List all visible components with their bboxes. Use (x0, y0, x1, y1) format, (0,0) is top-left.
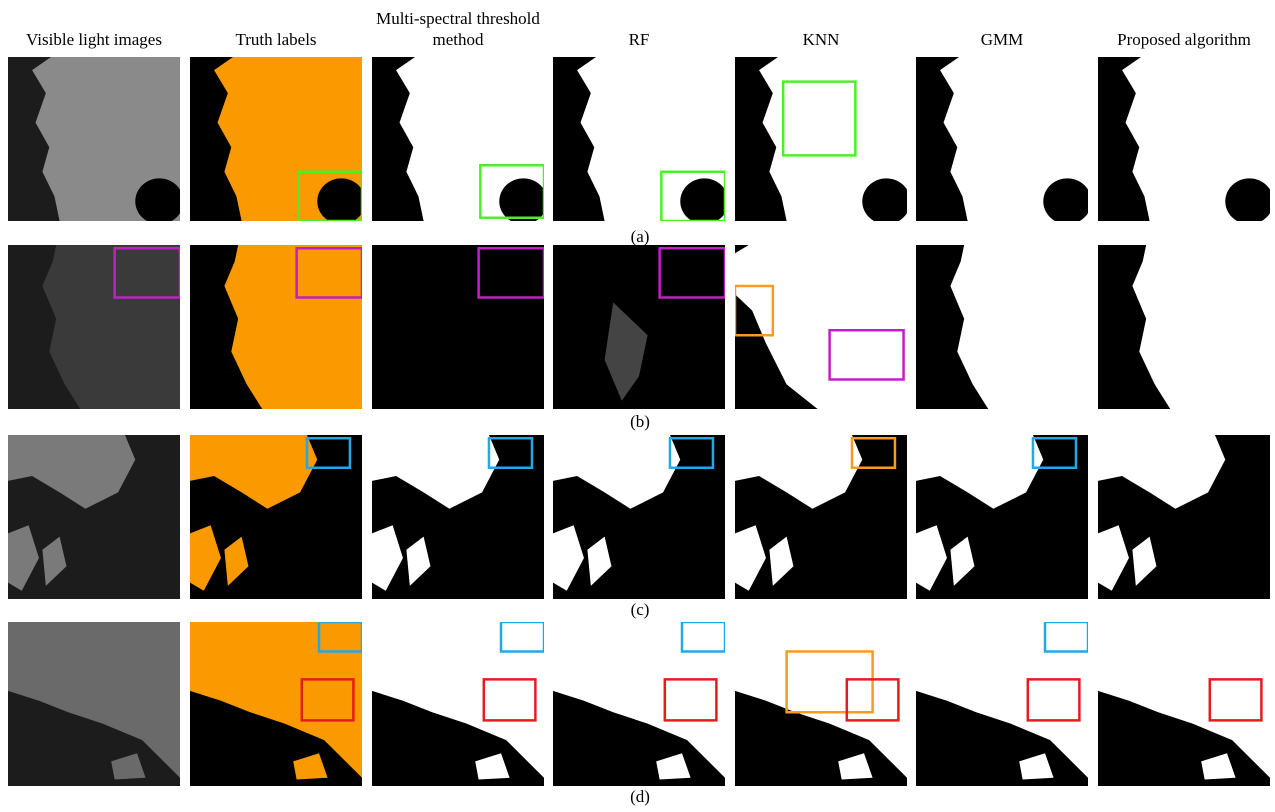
column-header: Visible light images (6, 4, 182, 54)
column-header: Truth labels (188, 4, 364, 54)
column-header: KNN (733, 4, 909, 54)
row-label: (b) (610, 412, 670, 432)
image-panel (372, 245, 544, 409)
image-panel (372, 435, 544, 599)
image-panel (553, 435, 725, 599)
image-panel (735, 622, 907, 786)
column-header: Proposed algorithm (1096, 4, 1272, 54)
image-panel (190, 435, 362, 599)
image-panel (1098, 435, 1270, 599)
image-panel (190, 622, 362, 786)
image-panel (1098, 622, 1270, 786)
row-label: (c) (610, 600, 670, 620)
image-panel (372, 57, 544, 221)
image-region (372, 245, 544, 409)
row-label: (d) (610, 787, 670, 807)
image-panel (8, 435, 180, 599)
image-panel (8, 57, 180, 221)
image-panel (190, 57, 362, 221)
column-header: Multi-spectral threshold method (363, 4, 553, 54)
image-panel (916, 245, 1088, 409)
image-panel (735, 435, 907, 599)
image-panel (735, 245, 907, 409)
image-panel (372, 622, 544, 786)
image-panel (553, 622, 725, 786)
figure: Visible light imagesTruth labelsMulti-sp… (0, 0, 1275, 812)
row-label: (a) (610, 227, 670, 247)
image-panel (1098, 57, 1270, 221)
image-panel (735, 57, 907, 221)
image-panel (8, 622, 180, 786)
image-panel (190, 245, 362, 409)
image-panel (916, 435, 1088, 599)
column-header: GMM (914, 4, 1090, 54)
image-panel (8, 245, 180, 409)
image-panel (916, 622, 1088, 786)
image-panel (1098, 245, 1270, 409)
column-header: RF (551, 4, 727, 54)
image-panel (553, 245, 725, 409)
image-panel (916, 57, 1088, 221)
image-panel (553, 57, 725, 221)
